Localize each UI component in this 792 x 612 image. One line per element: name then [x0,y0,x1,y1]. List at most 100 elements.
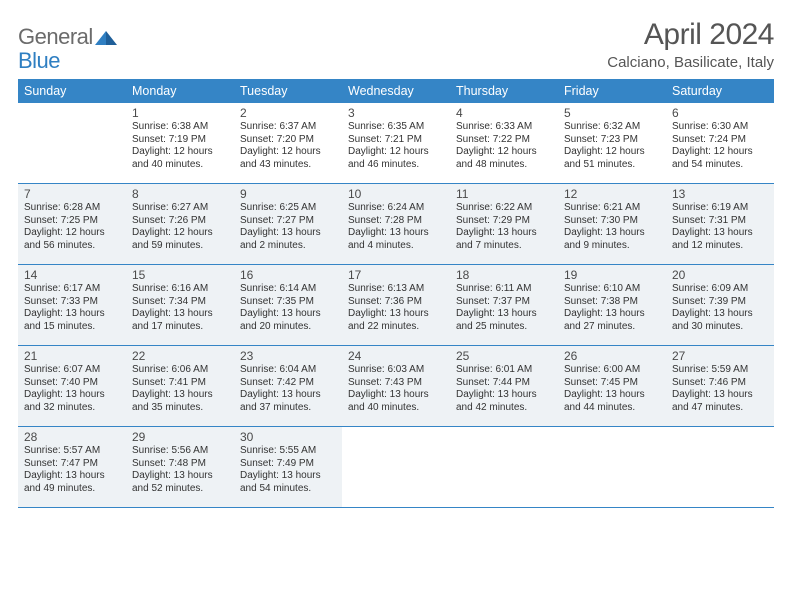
daylight-text: Daylight: 13 hours and 32 minutes. [24,389,120,414]
sunrise-text: Sunrise: 6:19 AM [672,202,768,215]
sunrise-text: Sunrise: 6:30 AM [672,121,768,134]
sunset-text: Sunset: 7:48 PM [132,458,228,471]
sunset-text: Sunset: 7:49 PM [240,458,336,471]
sunrise-text: Sunrise: 6:24 AM [348,202,444,215]
sunrise-text: Sunrise: 6:07 AM [24,364,120,377]
daylight-text: Daylight: 13 hours and 4 minutes. [348,227,444,252]
sunrise-text: Sunrise: 6:13 AM [348,283,444,296]
day-number: 28 [24,430,120,444]
day-cell: 23Sunrise: 6:04 AMSunset: 7:42 PMDayligh… [234,346,342,426]
sunset-text: Sunset: 7:33 PM [24,296,120,309]
sunset-text: Sunset: 7:22 PM [456,134,552,147]
day-cell: 5Sunrise: 6:32 AMSunset: 7:23 PMDaylight… [558,103,666,183]
daylight-text: Daylight: 13 hours and 40 minutes. [348,389,444,414]
day-number: 30 [240,430,336,444]
daylight-text: Daylight: 13 hours and 12 minutes. [672,227,768,252]
day-cell: 12Sunrise: 6:21 AMSunset: 7:30 PMDayligh… [558,184,666,264]
col-head-thu: Thursday [450,79,558,103]
day-cell: 9Sunrise: 6:25 AMSunset: 7:27 PMDaylight… [234,184,342,264]
day-number: 5 [564,106,660,120]
day-cell: 6Sunrise: 6:30 AMSunset: 7:24 PMDaylight… [666,103,774,183]
header: General April 2024 Calciano, Basilicate,… [18,18,774,71]
sunrise-text: Sunrise: 6:27 AM [132,202,228,215]
logo-word1: General [18,24,93,50]
daylight-text: Daylight: 13 hours and 25 minutes. [456,308,552,333]
day-number: 12 [564,187,660,201]
day-cell: 25Sunrise: 6:01 AMSunset: 7:44 PMDayligh… [450,346,558,426]
day-cell: 26Sunrise: 6:00 AMSunset: 7:45 PMDayligh… [558,346,666,426]
week-row: 14Sunrise: 6:17 AMSunset: 7:33 PMDayligh… [18,265,774,346]
day-cell: 24Sunrise: 6:03 AMSunset: 7:43 PMDayligh… [342,346,450,426]
day-number: 10 [348,187,444,201]
day-cell: 7Sunrise: 6:28 AMSunset: 7:25 PMDaylight… [18,184,126,264]
day-number: 21 [24,349,120,363]
daylight-text: Daylight: 12 hours and 48 minutes. [456,146,552,171]
sunset-text: Sunset: 7:23 PM [564,134,660,147]
sunrise-text: Sunrise: 6:11 AM [456,283,552,296]
daylight-text: Daylight: 13 hours and 27 minutes. [564,308,660,333]
sunrise-text: Sunrise: 6:32 AM [564,121,660,134]
sunset-text: Sunset: 7:38 PM [564,296,660,309]
day-number: 13 [672,187,768,201]
sunrise-text: Sunrise: 6:16 AM [132,283,228,296]
day-number: 8 [132,187,228,201]
sunset-text: Sunset: 7:34 PM [132,296,228,309]
day-cell: 10Sunrise: 6:24 AMSunset: 7:28 PMDayligh… [342,184,450,264]
sunrise-text: Sunrise: 6:10 AM [564,283,660,296]
day-cell: 11Sunrise: 6:22 AMSunset: 7:29 PMDayligh… [450,184,558,264]
daylight-text: Daylight: 13 hours and 49 minutes. [24,470,120,495]
sunset-text: Sunset: 7:27 PM [240,215,336,228]
week-row: 28Sunrise: 5:57 AMSunset: 7:47 PMDayligh… [18,427,774,508]
sunrise-text: Sunrise: 6:09 AM [672,283,768,296]
daylight-text: Daylight: 12 hours and 51 minutes. [564,146,660,171]
day-cell: 1Sunrise: 6:38 AMSunset: 7:19 PMDaylight… [126,103,234,183]
daylight-text: Daylight: 12 hours and 54 minutes. [672,146,768,171]
day-number: 15 [132,268,228,282]
calendar-body: 1Sunrise: 6:38 AMSunset: 7:19 PMDaylight… [18,103,774,508]
day-number: 20 [672,268,768,282]
daylight-text: Daylight: 13 hours and 17 minutes. [132,308,228,333]
day-number: 18 [456,268,552,282]
sunrise-text: Sunrise: 6:21 AM [564,202,660,215]
day-number: 14 [24,268,120,282]
col-head-sun: Sunday [18,79,126,103]
day-number: 6 [672,106,768,120]
col-head-mon: Monday [126,79,234,103]
logo-word2: Blue [18,48,60,74]
week-row: 7Sunrise: 6:28 AMSunset: 7:25 PMDaylight… [18,184,774,265]
day-cell: 16Sunrise: 6:14 AMSunset: 7:35 PMDayligh… [234,265,342,345]
sunset-text: Sunset: 7:19 PM [132,134,228,147]
daylight-text: Daylight: 13 hours and 9 minutes. [564,227,660,252]
day-number: 24 [348,349,444,363]
day-cell [666,427,774,507]
sunset-text: Sunset: 7:41 PM [132,377,228,390]
daylight-text: Daylight: 13 hours and 22 minutes. [348,308,444,333]
daylight-text: Daylight: 13 hours and 47 minutes. [672,389,768,414]
sunrise-text: Sunrise: 5:57 AM [24,445,120,458]
sunset-text: Sunset: 7:20 PM [240,134,336,147]
sunset-text: Sunset: 7:45 PM [564,377,660,390]
week-row: 1Sunrise: 6:38 AMSunset: 7:19 PMDaylight… [18,103,774,184]
sunrise-text: Sunrise: 6:14 AM [240,283,336,296]
sunrise-text: Sunrise: 6:04 AM [240,364,336,377]
sunset-text: Sunset: 7:39 PM [672,296,768,309]
sunset-text: Sunset: 7:40 PM [24,377,120,390]
daylight-text: Daylight: 13 hours and 42 minutes. [456,389,552,414]
logo-triangle-icon [95,29,117,45]
day-cell: 13Sunrise: 6:19 AMSunset: 7:31 PMDayligh… [666,184,774,264]
col-head-fri: Friday [558,79,666,103]
day-number: 23 [240,349,336,363]
location-label: Calciano, Basilicate, Italy [607,54,774,71]
day-cell [18,103,126,183]
day-number: 11 [456,187,552,201]
daylight-text: Daylight: 13 hours and 30 minutes. [672,308,768,333]
sunset-text: Sunset: 7:42 PM [240,377,336,390]
day-number: 9 [240,187,336,201]
sunrise-text: Sunrise: 6:25 AM [240,202,336,215]
col-head-tue: Tuesday [234,79,342,103]
day-cell: 8Sunrise: 6:27 AMSunset: 7:26 PMDaylight… [126,184,234,264]
day-number: 4 [456,106,552,120]
col-head-wed: Wednesday [342,79,450,103]
day-number: 26 [564,349,660,363]
day-cell [450,427,558,507]
